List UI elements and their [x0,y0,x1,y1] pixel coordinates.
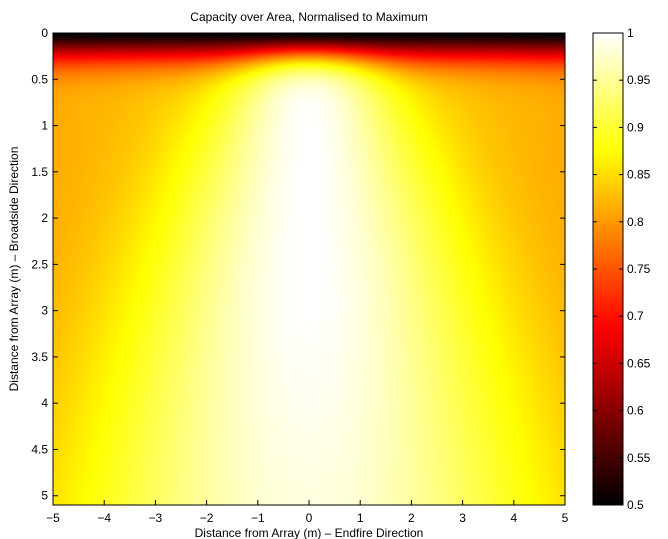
y-tick-label: 4 [41,396,48,410]
x-tick-label: 0 [306,511,313,525]
colorbar-tick-label: 0.6 [627,404,644,418]
colorbar-tick-label: 0.65 [627,356,651,370]
axes: −5 −4 −3 −2 −1 0 1 2 3 4 5 0 0.5 1 1.5 2 2.5 3 3.5 4 4.5 5 [31,26,568,525]
heatmap-image [53,33,565,505]
colorbar-tick-label: 0.9 [627,120,644,134]
y-tick-label: 5 [41,489,48,503]
colorbar-tick-label: 0.8 [627,215,644,229]
y-tick-label: 1 [41,119,48,133]
y-tick-label: 4.5 [31,442,48,456]
y-tick-label: 0 [41,26,48,40]
colorbar-tick-label: 1 [627,26,634,40]
y-tick-label: 0.5 [31,72,48,86]
x-tick-label: −3 [149,511,163,525]
x-tick-label: 3 [459,511,466,525]
x-tick-label: 5 [562,511,569,525]
x-tick-label: 4 [510,511,517,525]
x-tick-label: 2 [408,511,415,525]
colorbar-tick-label: 0.55 [627,451,651,465]
x-tick-label: −2 [200,511,214,525]
x-tick-label: 1 [357,511,364,525]
colorbar-tick-label: 0.5 [627,498,644,512]
colorbar-image [593,33,623,505]
y-tick-label: 3.5 [31,350,48,364]
colorbar-ticks: 0.5 0.55 0.6 0.65 0.7 0.75 0.8 0.85 0.9 0.95 1 [593,26,651,512]
x-axis-label: Distance from Array (m) – Endfire Direct… [195,526,424,539]
colorbar-tick-label: 0.85 [627,168,651,182]
y-tick-label: 2 [41,211,48,225]
colorbar-tick-label: 0.95 [627,73,651,87]
y-tick-label: 1.5 [31,165,48,179]
y-tick-label: 3 [41,304,48,318]
chart-title: Capacity over Area, Normalised to Maximu… [190,10,427,24]
y-tick-label: 2.5 [31,257,48,271]
x-tick-label: −4 [97,511,111,525]
colorbar-tick-label: 0.7 [627,309,644,323]
x-tick-label: −1 [251,511,265,525]
x-tick-label: −5 [46,511,60,525]
y-axis-label: Distance from Array (m) – Broadside Dire… [7,147,21,392]
colorbar-tick-label: 0.75 [627,262,651,276]
